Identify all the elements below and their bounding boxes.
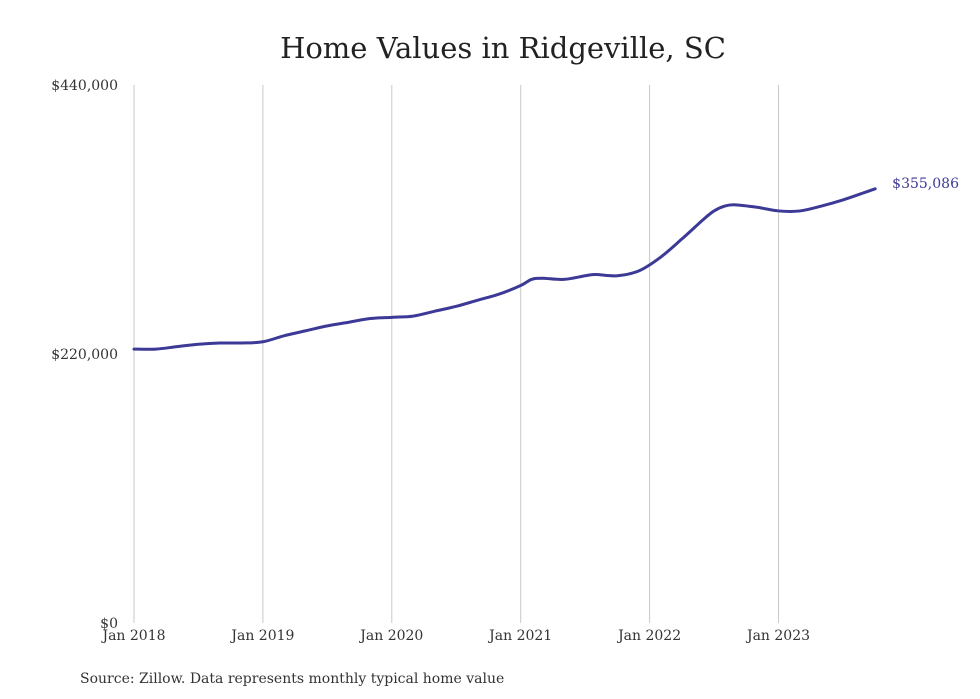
series-line-0 bbox=[132, 187, 877, 351]
source-note: Source: Zillow. Data represents monthly … bbox=[80, 671, 504, 687]
gridlines bbox=[133, 85, 779, 623]
y-axis-ticks: $0 $220,000 $440,000 bbox=[51, 78, 118, 632]
x-tick-label: Jan 2019 bbox=[229, 628, 294, 644]
x-tick-label: Jan 2018 bbox=[100, 628, 165, 644]
x-tick-label: Jan 2020 bbox=[358, 628, 423, 644]
y-tick-label: $0 bbox=[100, 616, 118, 632]
series-layer: $355,086 bbox=[132, 176, 959, 351]
y-tick-label: $440,000 bbox=[51, 78, 118, 94]
series-end-value-label: $355,086 bbox=[892, 176, 959, 192]
chart-title: Home Values in Ridgeville, SC bbox=[280, 31, 726, 65]
x-axis-ticks: Jan 2018 Jan 2019 Jan 2020 Jan 2021 Jan 2022… bbox=[100, 628, 810, 644]
x-tick-label: Jan 2021 bbox=[487, 628, 552, 644]
y-tick-label: $220,000 bbox=[51, 347, 118, 363]
x-tick-label: Jan 2023 bbox=[745, 628, 810, 644]
x-tick-label: Jan 2022 bbox=[616, 628, 681, 644]
